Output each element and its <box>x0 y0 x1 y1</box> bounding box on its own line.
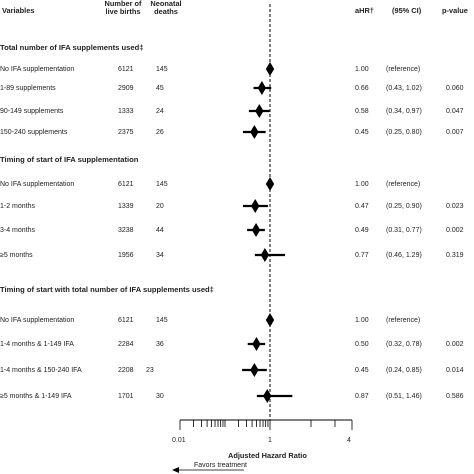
header-ci: (95% CI) <box>392 6 422 15</box>
row-label: No IFA supplementation <box>0 66 75 73</box>
hazard-ratio-marker <box>257 81 267 95</box>
header-variables: Variables <box>2 6 35 15</box>
row-p: 0.047 <box>446 108 464 115</box>
row-ci: (0.32, 0.78) <box>386 341 422 348</box>
row-births: 3238 <box>118 227 134 234</box>
header-live-births: Number of live births <box>104 0 142 16</box>
header-ahr: aHR† <box>355 6 374 15</box>
row-births: 2375 <box>118 129 134 136</box>
row-ci: (0.25, 0.90) <box>386 203 422 210</box>
row-label: ≥5 months & 1-149 IFA <box>0 393 72 400</box>
row-label: 1-89 supplements <box>0 85 56 92</box>
row-p: 0.007 <box>446 129 464 136</box>
row-ci: (0.34, 0.97) <box>386 108 422 115</box>
x-tick-label: 0.01 <box>172 437 186 444</box>
row-p: 0.319 <box>446 252 464 259</box>
row-ci: (0.46, 1.29) <box>386 252 422 259</box>
row-ahr: 0.66 <box>355 85 369 92</box>
row-ci: (0.51, 1.46) <box>386 393 422 400</box>
row-label: 1-4 months & 150-240 IFA <box>0 367 82 374</box>
row-ci: (0.31, 0.77) <box>386 227 422 234</box>
row-ahr: 0.49 <box>355 227 369 234</box>
row-label: 150-240 supplements <box>0 129 68 136</box>
row-deaths: 23 <box>146 367 154 374</box>
row-ci: (0.25, 0.80) <box>386 129 422 136</box>
favors-treatment-label: Favors treatment <box>194 462 247 469</box>
row-births: 6121 <box>118 317 134 324</box>
row-births: 2208 <box>118 367 134 374</box>
row-deaths: 45 <box>156 85 164 92</box>
row-births: 1701 <box>118 393 134 400</box>
x-tick-label: 4 <box>347 437 351 444</box>
row-ahr: 0.58 <box>355 108 369 115</box>
row-births: 2909 <box>118 85 134 92</box>
row-deaths: 145 <box>156 317 168 324</box>
hazard-ratio-marker <box>250 125 259 139</box>
row-label: 1-2 months <box>0 203 36 210</box>
row-deaths: 36 <box>156 341 164 348</box>
row-deaths: 20 <box>156 203 164 210</box>
hazard-ratio-marker <box>265 62 275 76</box>
hazard-ratio-marker <box>251 199 260 213</box>
x-tick-label: 1 <box>268 437 272 444</box>
row-births: 1339 <box>118 203 134 210</box>
section-title: Timing of start of IFA supplementation <box>0 155 139 164</box>
row-p: 0.002 <box>446 227 464 234</box>
hazard-ratio-marker <box>255 104 264 118</box>
row-deaths: 145 <box>156 66 168 73</box>
row-label: 1-4 months & 1-149 IFA <box>0 341 74 348</box>
row-deaths: 26 <box>156 129 164 136</box>
row-deaths: 44 <box>156 227 164 234</box>
row-ci: (0.43, 1.02) <box>386 85 422 92</box>
x-axis-title: Adjusted Hazard Ratio <box>228 451 307 460</box>
row-deaths: 24 <box>156 108 164 115</box>
row-ci: (reference) <box>386 66 421 73</box>
row-ahr: 0.45 <box>355 129 369 136</box>
row-ahr: 1.00 <box>355 317 369 324</box>
row-p: 0.014 <box>446 367 464 374</box>
row-p: 0.023 <box>446 203 464 210</box>
row-deaths: 145 <box>156 181 168 188</box>
hazard-ratio-marker <box>265 313 275 327</box>
row-label: No IFA supplementation <box>0 317 75 324</box>
row-births: 1956 <box>118 252 134 259</box>
hazard-ratio-marker <box>251 223 261 237</box>
row-label: 90-149 supplements <box>0 108 64 115</box>
row-births: 6121 <box>118 66 134 73</box>
hazard-ratio-marker <box>252 337 261 351</box>
row-births: 2284 <box>118 341 134 348</box>
section-title: Total number of IFA supplements used‡ <box>0 43 144 52</box>
section-title: Timing of start with total number of IFA… <box>0 285 214 294</box>
hazard-ratio-marker <box>260 248 270 262</box>
hazard-ratio-marker <box>250 363 259 377</box>
row-births: 1333 <box>118 108 134 115</box>
row-p: 0.060 <box>446 85 464 92</box>
header-neonatal-deaths: Neonatal deaths <box>150 0 182 16</box>
favors-arrow-head <box>172 467 179 473</box>
row-ci: (reference) <box>386 181 421 188</box>
row-ci: (0.24, 0.85) <box>386 367 422 374</box>
row-ahr: 0.47 <box>355 203 369 210</box>
row-ahr: 0.77 <box>355 252 369 259</box>
row-ahr: 1.00 <box>355 66 369 73</box>
hazard-ratio-marker <box>265 177 275 191</box>
row-label: ≥5 months <box>0 252 33 259</box>
row-deaths: 34 <box>156 252 164 259</box>
row-ahr: 0.45 <box>355 367 369 374</box>
row-p: 0.586 <box>446 393 464 400</box>
row-ahr: 0.87 <box>355 393 369 400</box>
row-ahr: 1.00 <box>355 181 369 188</box>
row-p: 0.002 <box>446 341 464 348</box>
row-label: 3-4 months <box>0 227 36 234</box>
row-ci: (reference) <box>386 317 421 324</box>
hazard-ratio-marker <box>263 389 272 403</box>
row-ahr: 0.50 <box>355 341 369 348</box>
row-label: No IFA supplementation <box>0 181 75 188</box>
row-births: 6121 <box>118 181 134 188</box>
row-deaths: 30 <box>156 393 164 400</box>
header-p-value: p-value <box>442 6 468 15</box>
